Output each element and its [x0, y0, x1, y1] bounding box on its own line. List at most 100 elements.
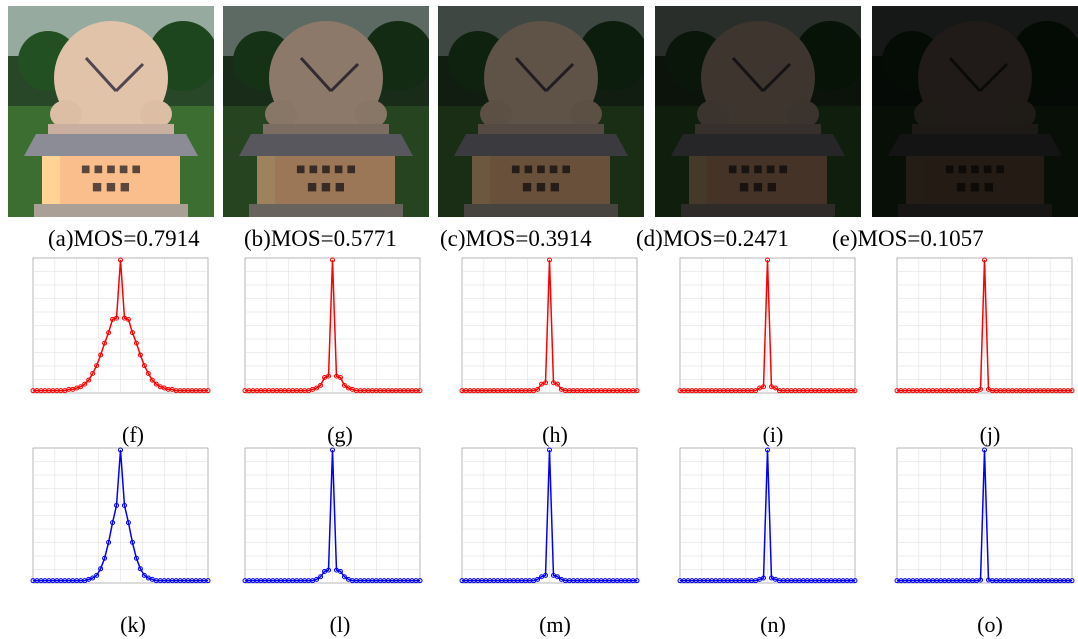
- series-line: [680, 449, 855, 582]
- data-point: [978, 577, 984, 583]
- plot-svg: [459, 447, 640, 584]
- data-point: [341, 382, 347, 388]
- data-point: [82, 381, 88, 387]
- data-point: [133, 555, 139, 561]
- data-point: [125, 316, 131, 322]
- data-point: [547, 257, 552, 263]
- svg-text:■ ■ ■ ■ ■: ■ ■ ■ ■ ■: [511, 164, 571, 175]
- data-point: [765, 257, 770, 263]
- data-point: [98, 352, 104, 358]
- label-i: (i): [762, 422, 784, 447]
- distribution-plot: [459, 257, 642, 406]
- data-point: [121, 502, 127, 508]
- data-point: [125, 520, 131, 526]
- data-point: [118, 447, 123, 453]
- data-point: [94, 572, 100, 578]
- data-point: [772, 385, 778, 391]
- data-point: [90, 575, 96, 581]
- series-line: [33, 449, 208, 582]
- svg-text:■ ■ ■: ■ ■ ■: [522, 180, 560, 193]
- label-f: (f): [122, 422, 144, 447]
- data-point: [761, 575, 767, 581]
- label-m: (m): [539, 612, 571, 637]
- plot-svg: [242, 447, 423, 584]
- data-point: [129, 330, 135, 336]
- data-point: [314, 385, 320, 391]
- data-point: [982, 257, 987, 263]
- data-point: [149, 377, 155, 383]
- data-point: [314, 576, 320, 582]
- data-point: [535, 576, 541, 582]
- data-point: [137, 566, 143, 572]
- series-line: [245, 449, 420, 582]
- data-point: [110, 520, 116, 526]
- label-g: (g): [327, 422, 353, 447]
- data-point: [141, 572, 147, 578]
- label-n: (n): [760, 612, 786, 637]
- series-line: [462, 259, 637, 392]
- data-point: [417, 578, 423, 584]
- plot-svg: [894, 257, 1075, 394]
- distribution-plot: [677, 447, 860, 596]
- data-point: [547, 447, 552, 453]
- label-j: (j): [979, 422, 1001, 447]
- data-point: [102, 555, 108, 561]
- data-point: [98, 566, 104, 572]
- plot-svg: [894, 447, 1075, 584]
- data-point: [1069, 578, 1075, 584]
- distribution-plot: [30, 257, 213, 406]
- data-point: [137, 352, 143, 358]
- data-point: [318, 574, 324, 580]
- data-point: [330, 257, 335, 263]
- label-l: (l): [329, 612, 351, 637]
- data-point: [543, 572, 549, 578]
- data-point: [141, 363, 147, 369]
- data-point: [341, 574, 347, 580]
- plot-svg: [677, 257, 858, 394]
- data-point: [634, 578, 640, 584]
- svg-text:■ ■ ■ ■ ■: ■ ■ ■ ■ ■: [945, 164, 1005, 175]
- series-line: [680, 259, 855, 392]
- data-point: [326, 567, 332, 573]
- caption-b: (b)MOS=0.5771: [244, 226, 397, 251]
- data-point: [90, 371, 96, 377]
- sundial-photo: ■ ■ ■ ■ ■ ■ ■ ■: [655, 6, 861, 217]
- distribution-plot: [30, 447, 213, 596]
- caption-c: (c)MOS=0.3914: [440, 226, 592, 251]
- series-line: [897, 449, 1072, 582]
- plot-svg: [677, 447, 858, 584]
- svg-text:■ ■ ■ ■ ■: ■ ■ ■ ■ ■: [296, 164, 356, 175]
- svg-text:■ ■ ■: ■ ■ ■: [92, 180, 130, 193]
- data-point: [852, 388, 858, 394]
- svg-text:■ ■ ■ ■ ■: ■ ■ ■ ■ ■: [728, 164, 788, 175]
- data-point: [114, 502, 120, 508]
- data-point: [634, 388, 640, 394]
- plot-svg: [30, 257, 211, 394]
- label-k: (k): [120, 612, 146, 637]
- svg-text:■ ■ ■: ■ ■ ■: [739, 180, 777, 193]
- data-point: [129, 539, 135, 545]
- data-point: [145, 371, 151, 377]
- data-point: [102, 340, 108, 346]
- data-point: [318, 382, 324, 388]
- data-point: [543, 380, 549, 386]
- sundial-photo: ■ ■ ■ ■ ■ ■ ■ ■: [872, 6, 1078, 217]
- caption-a: (a)MOS=0.7914: [48, 226, 200, 251]
- svg-text:■ ■ ■: ■ ■ ■: [956, 180, 994, 193]
- data-point: [1069, 388, 1075, 394]
- data-point: [765, 447, 770, 453]
- data-point: [337, 568, 343, 574]
- data-point: [982, 447, 987, 453]
- series-line: [33, 259, 208, 392]
- distribution-plot: [459, 447, 642, 596]
- data-point: [326, 373, 332, 379]
- data-point: [106, 539, 112, 545]
- series-line: [245, 259, 420, 392]
- plot-svg: [459, 257, 640, 394]
- distribution-plot: [242, 447, 425, 596]
- data-point: [86, 377, 92, 383]
- data-point: [554, 574, 560, 580]
- data-point: [78, 384, 84, 390]
- data-point: [118, 257, 123, 263]
- data-point: [114, 315, 120, 321]
